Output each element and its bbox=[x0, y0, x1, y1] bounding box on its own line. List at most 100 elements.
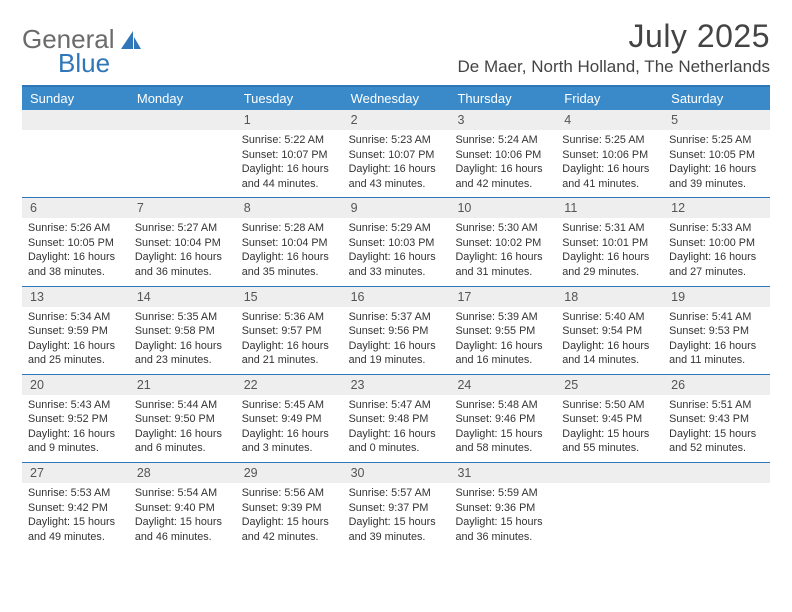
day-cell: 19Sunrise: 5:41 AMSunset: 9:53 PMDayligh… bbox=[663, 287, 770, 374]
week-row: 13Sunrise: 5:34 AMSunset: 9:59 PMDayligh… bbox=[22, 286, 770, 374]
day-of-week-header: Thursday bbox=[449, 87, 556, 110]
day-number: 17 bbox=[449, 287, 556, 307]
day-info: Sunrise: 5:25 AMSunset: 10:06 PMDaylight… bbox=[556, 130, 663, 191]
day-info: Sunrise: 5:25 AMSunset: 10:05 PMDaylight… bbox=[663, 130, 770, 191]
day-of-week-header: Wednesday bbox=[343, 87, 450, 110]
day-info: Sunrise: 5:50 AMSunset: 9:45 PMDaylight:… bbox=[556, 395, 663, 456]
day-number-bar bbox=[663, 463, 770, 483]
logo-sail-icon bbox=[119, 29, 143, 51]
day-info: Sunrise: 5:29 AMSunset: 10:03 PMDaylight… bbox=[343, 218, 450, 279]
day-cell: 3Sunrise: 5:24 AMSunset: 10:06 PMDayligh… bbox=[449, 110, 556, 197]
day-cell bbox=[556, 463, 663, 550]
day-info: Sunrise: 5:51 AMSunset: 9:43 PMDaylight:… bbox=[663, 395, 770, 456]
day-info: Sunrise: 5:56 AMSunset: 9:39 PMDaylight:… bbox=[236, 483, 343, 544]
day-info: Sunrise: 5:35 AMSunset: 9:58 PMDaylight:… bbox=[129, 307, 236, 368]
day-number: 14 bbox=[129, 287, 236, 307]
day-cell: 23Sunrise: 5:47 AMSunset: 9:48 PMDayligh… bbox=[343, 375, 450, 462]
day-number: 23 bbox=[343, 375, 450, 395]
day-of-week-header: Monday bbox=[129, 87, 236, 110]
day-number: 18 bbox=[556, 287, 663, 307]
day-info: Sunrise: 5:48 AMSunset: 9:46 PMDaylight:… bbox=[449, 395, 556, 456]
day-cell: 14Sunrise: 5:35 AMSunset: 9:58 PMDayligh… bbox=[129, 287, 236, 374]
day-cell: 17Sunrise: 5:39 AMSunset: 9:55 PMDayligh… bbox=[449, 287, 556, 374]
day-number: 12 bbox=[663, 198, 770, 218]
day-number: 25 bbox=[556, 375, 663, 395]
day-info: Sunrise: 5:37 AMSunset: 9:56 PMDaylight:… bbox=[343, 307, 450, 368]
day-number: 11 bbox=[556, 198, 663, 218]
day-cell: 29Sunrise: 5:56 AMSunset: 9:39 PMDayligh… bbox=[236, 463, 343, 550]
day-number: 3 bbox=[449, 110, 556, 130]
day-of-week-header: Friday bbox=[556, 87, 663, 110]
day-info: Sunrise: 5:33 AMSunset: 10:00 PMDaylight… bbox=[663, 218, 770, 279]
day-number: 22 bbox=[236, 375, 343, 395]
day-info: Sunrise: 5:31 AMSunset: 10:01 PMDaylight… bbox=[556, 218, 663, 279]
day-info: Sunrise: 5:43 AMSunset: 9:52 PMDaylight:… bbox=[22, 395, 129, 456]
week-row: 27Sunrise: 5:53 AMSunset: 9:42 PMDayligh… bbox=[22, 462, 770, 550]
day-info: Sunrise: 5:41 AMSunset: 9:53 PMDaylight:… bbox=[663, 307, 770, 368]
day-info: Sunrise: 5:27 AMSunset: 10:04 PMDaylight… bbox=[129, 218, 236, 279]
day-cell: 26Sunrise: 5:51 AMSunset: 9:43 PMDayligh… bbox=[663, 375, 770, 462]
week-row: 20Sunrise: 5:43 AMSunset: 9:52 PMDayligh… bbox=[22, 374, 770, 462]
day-cell: 18Sunrise: 5:40 AMSunset: 9:54 PMDayligh… bbox=[556, 287, 663, 374]
month-title: July 2025 bbox=[458, 18, 770, 55]
day-cell: 6Sunrise: 5:26 AMSunset: 10:05 PMDayligh… bbox=[22, 198, 129, 285]
day-info: Sunrise: 5:40 AMSunset: 9:54 PMDaylight:… bbox=[556, 307, 663, 368]
day-of-week-header: Tuesday bbox=[236, 87, 343, 110]
day-cell: 10Sunrise: 5:30 AMSunset: 10:02 PMDaylig… bbox=[449, 198, 556, 285]
day-number: 26 bbox=[663, 375, 770, 395]
day-cell: 8Sunrise: 5:28 AMSunset: 10:04 PMDayligh… bbox=[236, 198, 343, 285]
day-number: 6 bbox=[22, 198, 129, 218]
weeks-container: 1Sunrise: 5:22 AMSunset: 10:07 PMDayligh… bbox=[22, 110, 770, 550]
day-number-bar bbox=[22, 110, 129, 130]
day-cell bbox=[22, 110, 129, 197]
day-cell: 24Sunrise: 5:48 AMSunset: 9:46 PMDayligh… bbox=[449, 375, 556, 462]
day-number: 30 bbox=[343, 463, 450, 483]
logo-text-2: Blue bbox=[58, 48, 110, 79]
day-info: Sunrise: 5:57 AMSunset: 9:37 PMDaylight:… bbox=[343, 483, 450, 544]
day-number: 27 bbox=[22, 463, 129, 483]
day-of-week-header: Saturday bbox=[663, 87, 770, 110]
day-number: 24 bbox=[449, 375, 556, 395]
day-of-week-header: Sunday bbox=[22, 87, 129, 110]
day-number-bar bbox=[129, 110, 236, 130]
day-cell: 20Sunrise: 5:43 AMSunset: 9:52 PMDayligh… bbox=[22, 375, 129, 462]
day-number: 7 bbox=[129, 198, 236, 218]
header: General July 2025 De Maer, North Holland… bbox=[22, 18, 770, 77]
day-info: Sunrise: 5:53 AMSunset: 9:42 PMDaylight:… bbox=[22, 483, 129, 544]
day-cell: 30Sunrise: 5:57 AMSunset: 9:37 PMDayligh… bbox=[343, 463, 450, 550]
day-number: 16 bbox=[343, 287, 450, 307]
day-number-bar bbox=[556, 463, 663, 483]
week-row: 1Sunrise: 5:22 AMSunset: 10:07 PMDayligh… bbox=[22, 110, 770, 197]
day-cell: 2Sunrise: 5:23 AMSunset: 10:07 PMDayligh… bbox=[343, 110, 450, 197]
day-number: 2 bbox=[343, 110, 450, 130]
day-info: Sunrise: 5:47 AMSunset: 9:48 PMDaylight:… bbox=[343, 395, 450, 456]
day-number: 10 bbox=[449, 198, 556, 218]
day-info: Sunrise: 5:45 AMSunset: 9:49 PMDaylight:… bbox=[236, 395, 343, 456]
day-cell: 11Sunrise: 5:31 AMSunset: 10:01 PMDaylig… bbox=[556, 198, 663, 285]
day-cell: 9Sunrise: 5:29 AMSunset: 10:03 PMDayligh… bbox=[343, 198, 450, 285]
day-info: Sunrise: 5:59 AMSunset: 9:36 PMDaylight:… bbox=[449, 483, 556, 544]
day-cell: 16Sunrise: 5:37 AMSunset: 9:56 PMDayligh… bbox=[343, 287, 450, 374]
day-number: 20 bbox=[22, 375, 129, 395]
day-cell bbox=[129, 110, 236, 197]
location: De Maer, North Holland, The Netherlands bbox=[458, 57, 770, 77]
day-cell: 22Sunrise: 5:45 AMSunset: 9:49 PMDayligh… bbox=[236, 375, 343, 462]
day-info: Sunrise: 5:28 AMSunset: 10:04 PMDaylight… bbox=[236, 218, 343, 279]
day-number: 19 bbox=[663, 287, 770, 307]
day-number: 13 bbox=[22, 287, 129, 307]
day-cell bbox=[663, 463, 770, 550]
day-number: 5 bbox=[663, 110, 770, 130]
title-block: July 2025 De Maer, North Holland, The Ne… bbox=[458, 18, 770, 77]
day-info: Sunrise: 5:23 AMSunset: 10:07 PMDaylight… bbox=[343, 130, 450, 191]
day-info: Sunrise: 5:24 AMSunset: 10:06 PMDaylight… bbox=[449, 130, 556, 191]
day-number: 4 bbox=[556, 110, 663, 130]
day-cell: 21Sunrise: 5:44 AMSunset: 9:50 PMDayligh… bbox=[129, 375, 236, 462]
day-info: Sunrise: 5:30 AMSunset: 10:02 PMDaylight… bbox=[449, 218, 556, 279]
day-cell: 5Sunrise: 5:25 AMSunset: 10:05 PMDayligh… bbox=[663, 110, 770, 197]
day-number: 21 bbox=[129, 375, 236, 395]
day-number: 8 bbox=[236, 198, 343, 218]
day-info: Sunrise: 5:54 AMSunset: 9:40 PMDaylight:… bbox=[129, 483, 236, 544]
day-info: Sunrise: 5:44 AMSunset: 9:50 PMDaylight:… bbox=[129, 395, 236, 456]
day-cell: 12Sunrise: 5:33 AMSunset: 10:00 PMDaylig… bbox=[663, 198, 770, 285]
day-info: Sunrise: 5:34 AMSunset: 9:59 PMDaylight:… bbox=[22, 307, 129, 368]
